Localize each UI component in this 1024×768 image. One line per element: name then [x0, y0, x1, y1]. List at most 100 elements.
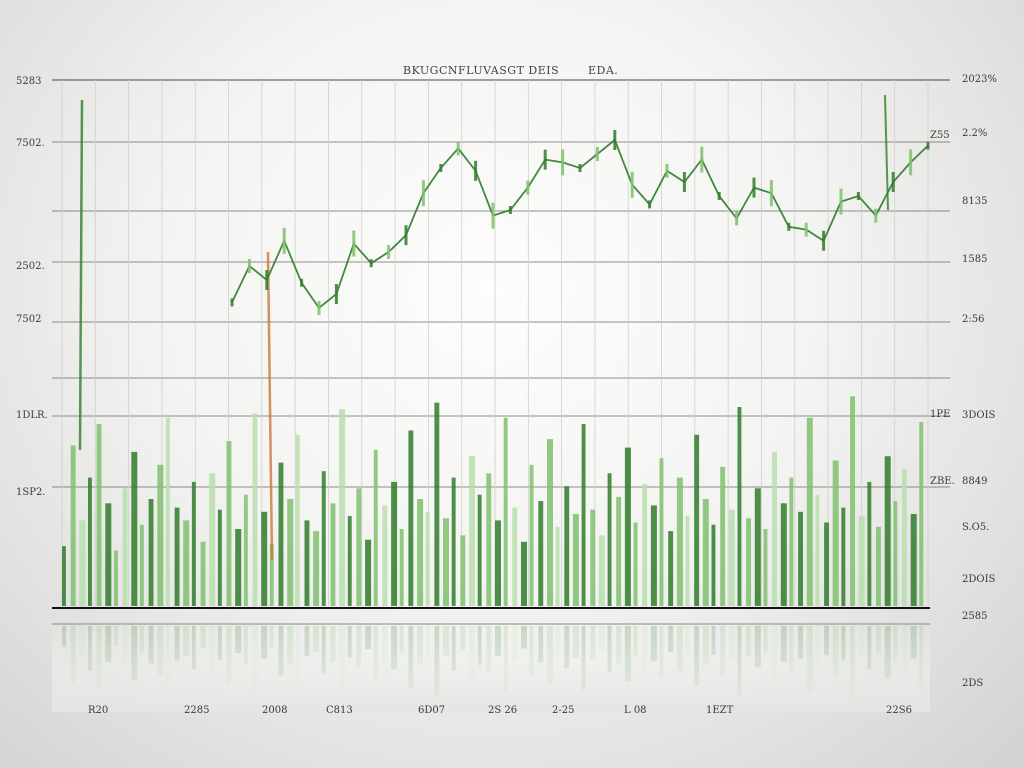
bar — [79, 520, 86, 606]
bar — [832, 460, 839, 606]
bar — [408, 430, 414, 606]
line-point — [247, 259, 251, 273]
line-point — [230, 298, 234, 307]
bar — [616, 496, 622, 606]
bar — [356, 488, 362, 606]
line-point — [926, 141, 930, 150]
line-point — [421, 180, 425, 207]
bar — [131, 451, 138, 606]
bar-series — [62, 94, 924, 606]
bar — [581, 424, 586, 606]
line-point — [630, 171, 634, 198]
bar — [902, 469, 907, 606]
line-series — [230, 130, 930, 315]
bar — [806, 417, 813, 606]
left-tick-label: 7502 — [16, 314, 41, 325]
bar — [850, 396, 855, 606]
line-point — [665, 163, 669, 178]
bar — [209, 473, 216, 606]
bar — [503, 417, 508, 606]
x-tick-label: 1EZT — [706, 705, 734, 716]
bar — [139, 524, 144, 606]
bar — [114, 550, 118, 606]
left-tick-label: 2502. — [16, 261, 45, 272]
line-point — [595, 147, 599, 161]
bar — [217, 509, 222, 606]
right-inner-tick-label: ZBE. — [930, 476, 955, 487]
bar — [841, 507, 846, 606]
bar — [469, 456, 475, 606]
bar — [183, 520, 190, 606]
right-inner-axis-ticks: Z55 1PE ZBE. — [930, 130, 955, 487]
bar — [425, 511, 430, 606]
bar — [304, 520, 310, 606]
bar — [486, 473, 492, 606]
bar — [313, 531, 320, 606]
bar — [642, 484, 648, 606]
line-point — [439, 164, 443, 172]
bar — [243, 494, 248, 606]
right-tick-label: 1585 — [962, 254, 987, 265]
bar — [772, 451, 777, 606]
bar — [200, 541, 206, 606]
bar — [824, 522, 829, 606]
x-tick-label: 6D07 — [418, 705, 445, 716]
right-tick-label: 2.2% — [962, 128, 987, 139]
bar — [694, 434, 700, 606]
bar — [728, 509, 735, 606]
right-tick-label: 2023% — [962, 74, 997, 85]
x-tick-label: 2285 — [184, 705, 209, 716]
bar — [607, 473, 612, 606]
bar — [512, 507, 518, 606]
bar — [235, 529, 242, 606]
line-point — [265, 270, 269, 290]
bar — [754, 488, 761, 606]
bar — [495, 520, 501, 606]
line-point — [682, 172, 686, 192]
right-tick-label: 3DOIS — [962, 410, 996, 421]
bar — [737, 407, 742, 606]
bar — [443, 518, 449, 606]
bar — [555, 526, 560, 606]
bar — [451, 477, 456, 606]
bar — [252, 413, 258, 606]
right-tick-label: 2585 — [962, 611, 987, 622]
bar — [88, 477, 92, 606]
bar — [876, 526, 881, 606]
left-tick-label: 1SP2. — [16, 487, 45, 498]
line-point — [282, 227, 286, 254]
x-tick-label: C813 — [326, 705, 353, 716]
bar — [434, 402, 440, 606]
bar — [287, 499, 294, 606]
bar — [668, 531, 674, 606]
line-point — [769, 180, 773, 207]
bar — [564, 486, 570, 606]
line-point — [648, 200, 652, 209]
bar — [373, 449, 378, 606]
bar — [633, 522, 638, 606]
bar — [382, 505, 388, 606]
bar — [62, 546, 66, 606]
bar — [529, 464, 534, 606]
bar — [884, 456, 891, 606]
x-tick-label: 22S6 — [886, 705, 912, 716]
bar — [96, 424, 102, 606]
line-point — [404, 225, 408, 246]
bar — [746, 518, 751, 606]
line-point — [804, 222, 808, 237]
bar — [391, 481, 398, 606]
bar — [590, 509, 596, 606]
bar — [702, 499, 709, 606]
chart-title: BKUGCNFLUVASGT DEIS — [403, 64, 559, 77]
right-inner-tick-label: Z55 — [930, 130, 950, 141]
bar — [165, 417, 170, 606]
line-point — [578, 164, 582, 172]
line-point — [735, 211, 739, 226]
bar — [650, 505, 657, 606]
bar — [789, 477, 794, 606]
line-point — [300, 278, 304, 287]
bar — [399, 529, 404, 606]
bar — [919, 422, 924, 606]
right-tick-label: S.O5. — [962, 522, 989, 533]
